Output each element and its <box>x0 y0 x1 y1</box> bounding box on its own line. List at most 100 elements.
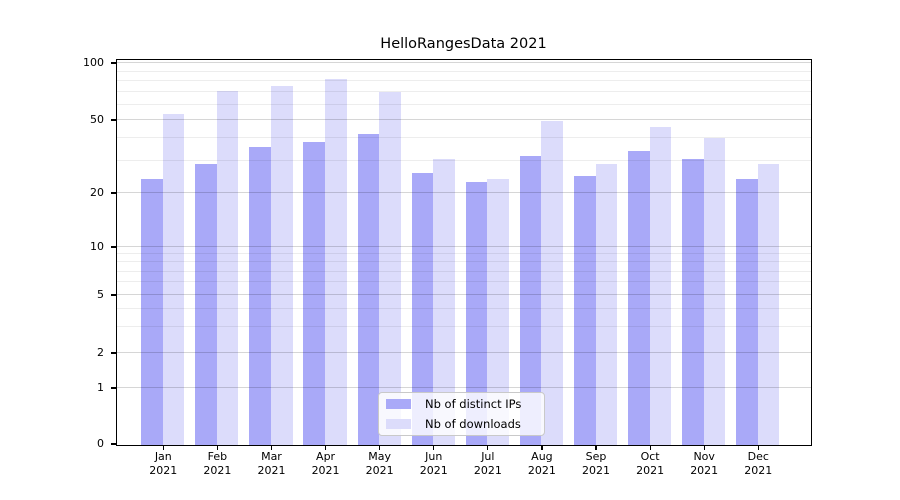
bar-downloads-aug <box>541 120 564 445</box>
x-tick <box>649 445 651 450</box>
bar-distinct-ips-oct <box>628 151 650 445</box>
y-gridline-minor <box>116 70 811 72</box>
bar-distinct-ips-apr <box>303 142 326 445</box>
x-tick-label: Feb 2021 <box>189 450 245 477</box>
bar-downloads-feb <box>216 90 239 445</box>
bar-distinct-ips-mar <box>249 146 271 445</box>
bar-downloads-apr <box>325 78 347 445</box>
x-tick-label-year: 2021 <box>690 463 719 477</box>
x-tick-label-year: 2021 <box>527 463 556 477</box>
legend: Nb of distinct IPs Nb of downloads <box>378 392 545 436</box>
legend-swatch-downloads <box>386 419 411 429</box>
x-tick <box>324 445 327 450</box>
x-tick-label-year: 2021 <box>149 463 178 477</box>
x-tick-label-year: 2021 <box>419 463 448 477</box>
x-tick-label: Jul 2021 <box>460 450 516 477</box>
x-tick-label: Oct 2021 <box>622 450 678 477</box>
y-tick <box>111 387 116 389</box>
bar-distinct-ips-jan <box>141 178 163 445</box>
x-tick-label-month: Aug <box>531 450 553 463</box>
x-tick-label-month: Dec <box>747 450 769 463</box>
x-tick-label-year: 2021 <box>311 463 340 477</box>
x-tick-label-month: Sep <box>585 450 607 463</box>
bar-downloads-sep <box>595 163 618 445</box>
bar-distinct-ips-aug <box>519 156 542 445</box>
x-tick <box>433 445 435 450</box>
y-tick <box>111 192 116 194</box>
x-tick-label-month: Feb <box>207 450 228 463</box>
x-tick <box>487 445 489 450</box>
x-tick-label-month: Jun <box>425 450 443 463</box>
x-tick <box>270 445 273 450</box>
legend-label-downloads: Nb of downloads <box>425 417 521 431</box>
bar-distinct-ips-may <box>357 134 380 445</box>
x-tick-label: Aug 2021 <box>514 450 570 477</box>
x-tick-label: Sep 2021 <box>568 450 624 477</box>
x-tick <box>162 445 164 450</box>
y-tick <box>111 294 116 296</box>
x-tick-label-month: Nov <box>693 450 715 463</box>
bar-downloads-dec <box>757 163 780 445</box>
bar-downloads-mar <box>270 86 293 445</box>
y-tick <box>111 62 116 64</box>
x-tick-label: Apr 2021 <box>298 450 354 477</box>
y-tick-label: 100 <box>83 56 104 69</box>
x-tick-label: Jan 2021 <box>135 450 191 477</box>
x-tick <box>541 445 543 450</box>
x-tick <box>703 445 705 450</box>
x-tick-label-year: 2021 <box>744 463 773 477</box>
x-tick-label-month: Jul <box>481 450 495 463</box>
x-tick <box>595 445 597 450</box>
legend-label-distinct-ips: Nb of distinct IPs <box>425 397 522 411</box>
x-tick-label: May 2021 <box>352 450 408 477</box>
y-tick-label: 20 <box>90 186 104 199</box>
bar-downloads-jan <box>162 114 185 445</box>
x-tick-label-month: May <box>368 450 392 463</box>
x-tick <box>216 445 218 450</box>
bar-distinct-ips-jul <box>465 182 488 445</box>
y-tick <box>111 352 116 354</box>
x-tick-label-month: Oct <box>640 450 660 463</box>
chart-title: HelloRangesData 2021 <box>380 36 547 52</box>
x-tick-label-year: 2021 <box>636 463 665 477</box>
x-tick-label-year: 2021 <box>257 463 286 477</box>
bar-downloads-oct <box>649 127 672 445</box>
y-gridline-minor <box>116 80 811 82</box>
plot-frame <box>115 58 812 446</box>
y-tick <box>111 119 116 121</box>
y-tick <box>111 443 116 445</box>
x-tick-label: Jun 2021 <box>406 450 462 477</box>
bar-distinct-ips-dec <box>736 178 758 445</box>
bar-distinct-ips-jun <box>411 172 434 445</box>
y-tick-label: 1 <box>97 381 104 394</box>
x-tick-label-month: Jan <box>154 450 172 463</box>
bar-downloads-jul <box>487 178 509 445</box>
x-tick-label-year: 2021 <box>203 463 232 477</box>
legend-swatch-distinct-ips <box>386 399 411 409</box>
bar-distinct-ips-sep <box>573 175 596 445</box>
x-tick-label-year: 2021 <box>365 463 394 477</box>
y-tick-label: 0 <box>97 437 104 450</box>
x-tick-label: Mar 2021 <box>243 450 299 477</box>
plot-inner <box>116 60 811 445</box>
y-tick-label: 50 <box>90 113 104 126</box>
x-tick <box>757 445 759 450</box>
y-gridline-major <box>116 61 811 63</box>
legend-row: Nb of downloads <box>386 414 544 434</box>
x-tick-label-year: 2021 <box>473 463 502 477</box>
x-tick <box>379 445 381 450</box>
bar-downloads-nov <box>703 138 726 445</box>
bar-distinct-ips-nov <box>682 158 704 445</box>
x-tick-label: Dec 2021 <box>730 450 786 477</box>
bar-distinct-ips-feb <box>195 163 217 445</box>
x-tick-label-month: Apr <box>316 450 336 463</box>
bar-downloads-jun <box>433 158 455 445</box>
y-tick-label: 5 <box>97 288 104 301</box>
x-tick-label-month: Mar <box>261 450 282 463</box>
y-tick-label: 2 <box>97 346 104 359</box>
legend-row: Nb of distinct IPs <box>386 394 544 414</box>
y-tick <box>111 246 116 248</box>
y-tick-label: 10 <box>90 240 104 253</box>
x-tick-label-year: 2021 <box>582 463 611 477</box>
